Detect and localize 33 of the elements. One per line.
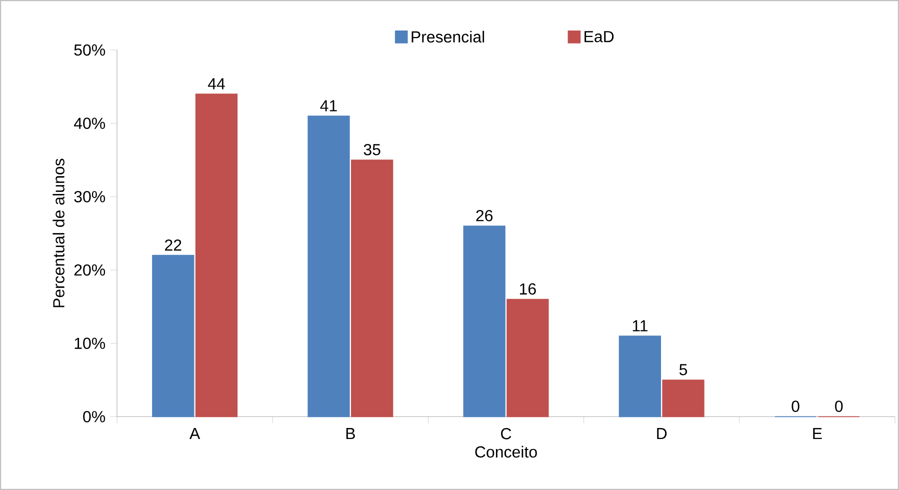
data-label: 0	[835, 400, 843, 412]
bar	[618, 336, 661, 418]
legend-label: Presencial	[412, 30, 484, 43]
bar	[308, 116, 350, 418]
bar	[506, 298, 549, 418]
bar	[662, 380, 704, 418]
bar	[195, 94, 238, 418]
y-tick-label: 40%	[74, 118, 106, 129]
data-label: 5	[679, 364, 688, 376]
bar	[351, 160, 394, 418]
legend-label: EaD	[584, 31, 614, 42]
x-tick-label: B	[346, 428, 355, 440]
x-axis-title: Conceito	[475, 446, 537, 458]
y-tick-label: 0%	[83, 411, 106, 422]
x-tick-label: E	[813, 428, 822, 440]
data-label: 11	[632, 320, 648, 332]
data-label: 41	[320, 100, 337, 112]
x-tick-label: A	[189, 428, 200, 440]
y-tick-label: 30%	[74, 191, 106, 202]
x-tick-label: D	[657, 428, 667, 440]
x-tick-label: C	[501, 428, 512, 440]
y-axis-title: Percentual de alunos	[52, 158, 64, 308]
data-label: 0	[792, 400, 800, 412]
bar	[463, 226, 506, 418]
bar	[152, 254, 194, 418]
data-label: 44	[208, 78, 225, 90]
data-label: 16	[520, 283, 536, 295]
data-label: 22	[165, 239, 182, 251]
y-tick-label: 10%	[74, 338, 106, 349]
y-tick-label: 20%	[74, 264, 106, 276]
data-label: 35	[364, 144, 380, 156]
data-label: 26	[476, 210, 493, 222]
y-tick-label: 50%	[74, 44, 106, 56]
